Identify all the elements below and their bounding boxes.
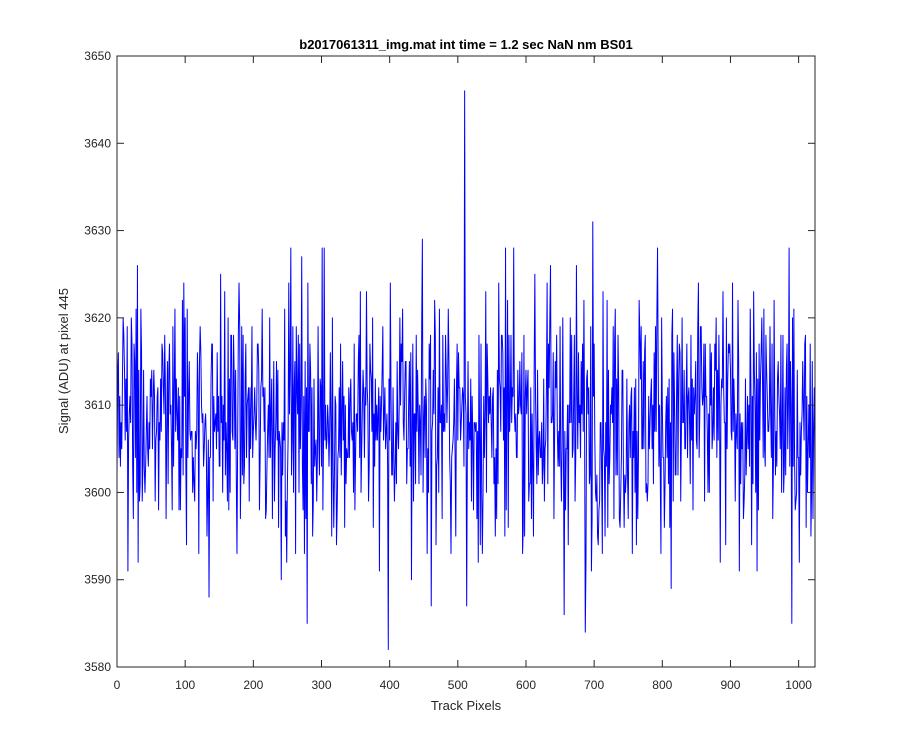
- y-tick-label: 3630: [84, 224, 111, 238]
- x-tick-label: 500: [448, 678, 468, 692]
- x-axis-label: Track Pixels: [431, 698, 502, 713]
- x-tick-label: 800: [652, 678, 672, 692]
- y-tick-label: 3580: [84, 660, 111, 674]
- y-tick-label: 3590: [84, 573, 111, 587]
- x-tick-label: 900: [720, 678, 740, 692]
- x-tick-label: 100: [175, 678, 195, 692]
- axes-box: [116, 55, 816, 668]
- chart-title: b2017061311_img.mat int time = 1.2 sec N…: [299, 37, 632, 52]
- series-layer: [116, 90, 816, 651]
- tick-layer: 0 100 200 300 400 500 600 700 800 900 1000 3580 3590…: [84, 49, 815, 692]
- x-tick-label: 200: [243, 678, 263, 692]
- y-tick-label: 3620: [84, 311, 111, 325]
- series-line: [116, 90, 816, 651]
- x-tick-label: 0: [114, 678, 121, 692]
- y-tick-label: 3640: [84, 136, 111, 150]
- x-tick-label: 1000: [785, 678, 812, 692]
- y-tick-label: 3610: [84, 398, 111, 412]
- y-tick-label: 3600: [84, 485, 111, 499]
- x-tick-label: 700: [584, 678, 604, 692]
- x-tick-label: 300: [311, 678, 331, 692]
- x-tick-label: 600: [516, 678, 536, 692]
- y-axis-label: Signal (ADU) at pixel 445: [56, 288, 71, 434]
- x-tick-label: 400: [380, 678, 400, 692]
- y-tick-label: 3650: [84, 49, 111, 63]
